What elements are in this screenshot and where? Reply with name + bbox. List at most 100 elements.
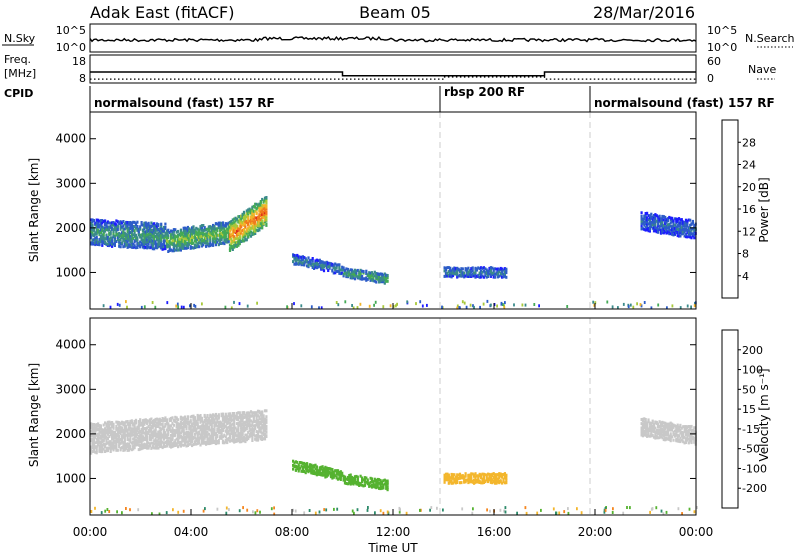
power-cell (473, 271, 476, 275)
power-cell (444, 274, 448, 278)
velocity-cell (262, 433, 265, 436)
power-cell (640, 214, 643, 218)
power-cell (659, 231, 663, 235)
velocity-cell (299, 461, 302, 464)
velocity-cell (155, 421, 159, 425)
velocity-cell (113, 439, 116, 443)
power-cell (192, 236, 195, 239)
velocity-cell (165, 421, 168, 424)
velocity-cell (155, 439, 159, 443)
velocity-cell (170, 429, 173, 433)
velocity-cell (106, 431, 109, 435)
velocity-cell (95, 437, 98, 441)
power-cell (167, 230, 170, 234)
velocity-cell (680, 430, 683, 434)
power-cell (499, 266, 502, 270)
velocity-cell (315, 470, 318, 474)
velocity-cell (651, 429, 654, 433)
power-cell (101, 221, 104, 225)
velocity-cell (104, 445, 107, 449)
power-cell (258, 204, 261, 208)
velocity-cell (464, 474, 467, 478)
velocity-cell (202, 436, 205, 440)
velocity-cell (321, 469, 324, 473)
power-cell (647, 214, 650, 218)
velocity-cell (306, 467, 309, 470)
velocity-cell (188, 435, 191, 439)
velocity-cell (467, 481, 470, 485)
power-ground-cell (126, 305, 128, 309)
velocity-cell (118, 429, 121, 433)
velocity-cell (655, 434, 658, 438)
velocity-cell (119, 438, 122, 441)
velocity-cell (220, 421, 223, 425)
velocity-cell (683, 425, 686, 429)
power-cell (464, 267, 467, 271)
power-ground-cell (650, 306, 653, 310)
power-cell (322, 261, 326, 265)
power-cell (108, 228, 111, 231)
power-cell (245, 238, 248, 242)
velocity-cell (90, 425, 93, 428)
velocity-cell (95, 433, 98, 437)
power-cell (160, 234, 163, 238)
velocity-cell (199, 420, 202, 424)
power-cell (141, 228, 145, 232)
power-cell (676, 220, 679, 224)
power-cell (146, 240, 149, 244)
velocity-cell (226, 420, 229, 424)
power-cell (492, 275, 495, 279)
velocity-cell (664, 427, 667, 431)
velocity-cell (199, 414, 202, 417)
velocity-cell (471, 479, 474, 483)
velocity-cell (94, 435, 97, 439)
power-cell (310, 258, 313, 262)
power-cell (95, 226, 98, 230)
nsearch-tick-top: 10^5 (707, 24, 737, 37)
velocity-cell (251, 436, 254, 440)
velocity-cell (123, 444, 126, 448)
power-cell (122, 235, 125, 238)
velocity-cell (322, 467, 326, 471)
power-cell (217, 223, 220, 227)
power-cell (171, 239, 174, 243)
velocity-cell (167, 424, 170, 428)
power-cell (108, 233, 111, 237)
power-cell (111, 236, 114, 240)
power-cell (158, 234, 161, 238)
velocity-cell (349, 478, 352, 482)
velocity-cell (657, 429, 660, 433)
velocity-cell (141, 431, 145, 435)
power-cell (503, 272, 506, 276)
power-cell (664, 230, 667, 234)
velocity-cell (192, 421, 195, 425)
power-cell (499, 273, 502, 277)
velocity-cell (178, 426, 181, 430)
power-cell (661, 227, 664, 231)
power-cell (209, 236, 212, 240)
velocity-cell (193, 432, 196, 436)
power-cell (480, 275, 483, 279)
power-cell (99, 240, 102, 243)
power-cell (682, 224, 685, 228)
velocity-cell (385, 486, 388, 490)
velocity-cell (171, 416, 174, 420)
power-cell (494, 272, 497, 276)
velocity-cell (151, 423, 154, 427)
velocity-cell (494, 481, 497, 485)
velocity-cell (193, 426, 196, 430)
velocity-ground-cell (540, 508, 542, 512)
velocity-cell (186, 440, 189, 444)
velocity-cell (383, 478, 386, 482)
power-cell (675, 231, 678, 235)
power-cell (265, 196, 268, 199)
power-cell (108, 244, 111, 248)
power-cell (233, 238, 236, 242)
power-cell (496, 271, 499, 275)
velocity-cell (193, 416, 196, 420)
power-cell (301, 258, 304, 262)
power-cell (265, 204, 268, 208)
power-cell (646, 211, 649, 215)
velocity-cell (659, 435, 663, 439)
power-cell (227, 233, 230, 236)
